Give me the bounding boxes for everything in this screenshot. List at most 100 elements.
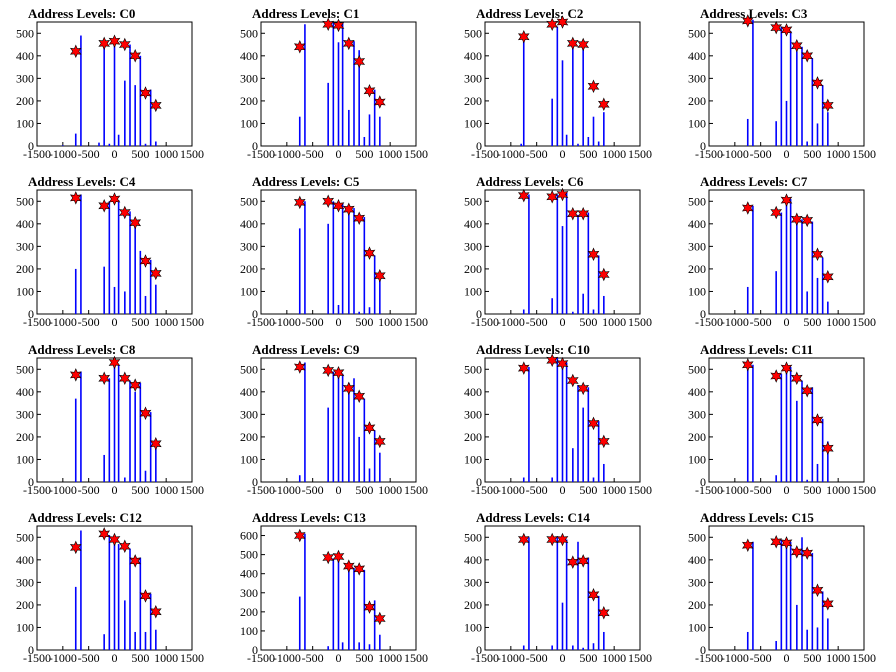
level-marker [801,546,814,560]
level-marker [597,434,610,449]
y-tick-label: 500 [16,362,34,376]
y-tick-label: 0 [476,475,482,489]
y-tick-label: 400 [16,217,34,231]
x-tick-label: 1500 [180,315,204,329]
level-marker [69,540,82,555]
y-tick-label: 200 [688,262,706,276]
level-marker [546,532,559,547]
x-tick-label: -1000 [721,651,749,665]
x-tick-label: 1500 [628,651,652,665]
level-marker [566,555,579,569]
level-marker [353,562,366,576]
y-tick-label: 100 [688,116,706,130]
level-marker [98,199,111,213]
y-tick-label: 500 [688,362,706,376]
y-tick-label: 300 [688,71,706,85]
x-tick-label: 0 [560,147,566,161]
y-tick-label: 100 [688,452,706,466]
y-tick-label: 500 [688,26,706,40]
x-tick-label: 1000 [378,315,402,329]
level-marker [577,37,590,52]
y-tick-label: 100 [688,620,706,634]
y-tick-label: 0 [252,307,258,321]
x-tick-label: -1000 [721,315,749,329]
panel-title: Address Levels: C13 [252,510,366,525]
x-tick-label: -500 [750,651,772,665]
x-tick-label: 1500 [180,651,204,665]
x-tick-label: 0 [784,147,790,161]
y-tick-label: 300 [688,239,706,253]
level-marker [332,199,345,213]
level-marker [517,188,530,203]
level-marker [517,361,530,375]
x-tick-label: -1500 [23,483,51,497]
x-tick-label: 0 [112,147,118,161]
level-marker [322,194,335,209]
level-marker [139,589,152,603]
level-marker [741,201,754,215]
level-marker [342,36,355,51]
level-marker [353,211,366,225]
x-tick-label: 1500 [404,651,428,665]
x-tick-label: 1000 [378,651,402,665]
y-tick-label: 400 [464,217,482,231]
y-tick-label: 200 [240,262,258,276]
x-tick-label: 1000 [602,315,626,329]
y-tick-label: 100 [16,620,34,634]
x-tick-label: 1000 [154,483,178,497]
panel-c11: Address Levels: C11 0 100 200 300 400 500 -1500… [688,342,876,497]
x-tick-label: 1500 [852,147,876,161]
y-tick-label: 400 [464,49,482,63]
level-marker [363,246,376,260]
x-tick-label: 500 [131,651,149,665]
x-tick-label: -1000 [721,483,749,497]
x-tick-label: -500 [78,147,100,161]
panel-title: Address Levels: C15 [700,510,814,525]
level-marker [322,550,335,565]
y-tick-label: 500 [240,362,258,376]
level-marker [342,202,355,216]
y-tick-label: 200 [688,430,706,444]
y-tick-label: 400 [688,217,706,231]
level-marker [821,98,834,113]
level-marker [780,536,793,550]
panel-title: Address Levels: C6 [476,174,584,189]
x-tick-label: 500 [131,483,149,497]
level-marker [821,270,834,284]
y-tick-label: 100 [16,116,34,130]
y-tick-label: 100 [240,452,258,466]
level-marker [556,532,569,547]
x-tick-label: 500 [803,483,821,497]
level-marker [556,15,569,29]
y-tick-label: 400 [688,49,706,63]
y-tick-label: 100 [464,116,482,130]
x-tick-label: -500 [526,483,548,497]
level-marker [98,527,111,541]
level-marker [98,36,111,51]
level-marker [597,97,610,112]
level-marker [741,14,754,28]
level-marker [577,381,590,396]
y-tick-label: 300 [240,239,258,253]
level-marker [821,441,834,455]
y-tick-label: 300 [464,71,482,85]
y-tick-label: 200 [464,262,482,276]
panel-title: Address Levels: C14 [476,510,590,525]
x-tick-label: 1500 [404,315,428,329]
y-tick-label: 0 [700,475,706,489]
y-tick-label: 500 [464,530,482,544]
x-tick-label: 1500 [404,483,428,497]
level-marker [811,76,824,90]
y-tick-label: 0 [252,643,258,657]
x-tick-label: -500 [78,315,100,329]
x-tick-label: -1500 [471,651,499,665]
level-marker [129,49,142,63]
y-tick-label: 300 [16,575,34,589]
panel-title: Address Levels: C4 [28,174,136,189]
x-tick-label: -1000 [497,147,525,161]
x-tick-label: 0 [560,483,566,497]
x-tick-label: 500 [803,651,821,665]
level-marker [566,206,579,221]
x-tick-label: -500 [750,315,772,329]
level-marker [139,86,152,100]
